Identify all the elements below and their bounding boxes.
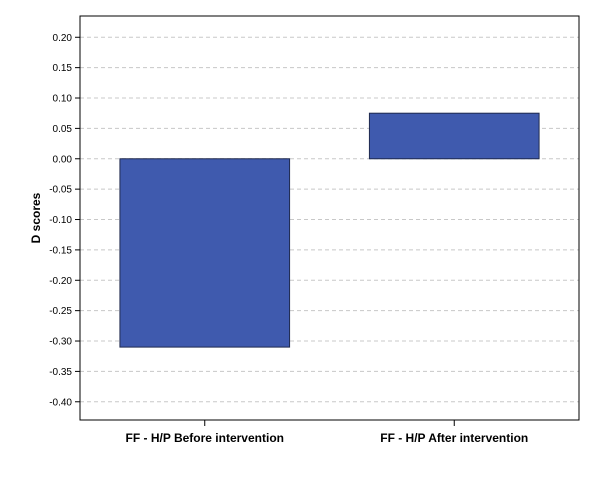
- x-category-label: FF - H/P After intervention: [380, 431, 528, 445]
- y-tick-label: -0.10: [49, 215, 72, 226]
- bar-before-intervention: [119, 158, 291, 348]
- y-axis-title: D scores: [29, 192, 43, 243]
- y-tick-label: -0.25: [49, 306, 72, 317]
- y-tick-label: -0.20: [49, 276, 72, 287]
- y-tick-label: -0.40: [49, 397, 72, 408]
- y-tick-label: 0.20: [53, 33, 73, 44]
- y-tick-label: 0.10: [53, 94, 73, 105]
- y-tick-label: 0.00: [53, 154, 73, 165]
- y-tick-label: -0.05: [49, 185, 72, 196]
- bar-after-intervention: [368, 112, 540, 160]
- y-tick-label: -0.30: [49, 337, 72, 348]
- y-axis-ticks: 0.20 0.15 0.10 0.05 0.00 -0.05 -0.10 -0.15 -0.20…: [49, 33, 80, 408]
- bars: [119, 112, 540, 348]
- y-tick-label: 0.05: [53, 124, 73, 135]
- y-tick-label: 0.15: [53, 63, 73, 74]
- plot-area-frame: [79, 15, 580, 421]
- x-axis-ticks: FF - H/P Before intervention FF - H/P Aft…: [126, 420, 528, 445]
- x-category-label: FF - H/P Before intervention: [126, 431, 284, 445]
- y-tick-label: -0.35: [49, 367, 72, 378]
- y-tick-label: -0.15: [49, 245, 72, 256]
